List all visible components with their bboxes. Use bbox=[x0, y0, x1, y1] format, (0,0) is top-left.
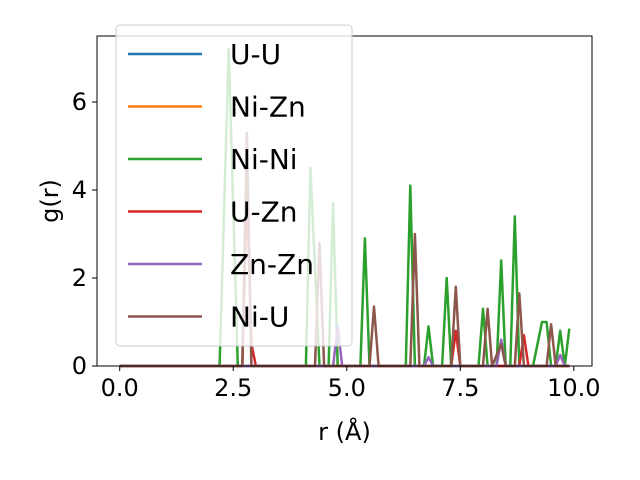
legend-label-zn-zn: Zn-Zn bbox=[230, 248, 314, 281]
y-axis-label: g(r) bbox=[36, 179, 64, 223]
x-tick-label: 5.0 bbox=[328, 374, 366, 402]
y-tick-label: 6 bbox=[72, 88, 87, 116]
x-tick-label: 0.0 bbox=[101, 374, 139, 402]
y-axis: 0 2 4 6 bbox=[72, 88, 97, 380]
legend-label-ni-zn: Ni-Zn bbox=[230, 91, 306, 124]
legend-frame bbox=[115, 24, 353, 347]
y-tick-label: 0 bbox=[72, 352, 87, 380]
legend-label-ni-ni: Ni-Ni bbox=[230, 143, 298, 176]
legend-label-ni-u: Ni-U bbox=[230, 301, 289, 334]
x-tick-label: 7.5 bbox=[441, 374, 479, 402]
legend-label-u-zn: U-Zn bbox=[230, 196, 298, 229]
x-axis: 0.0 2.5 5.0 7.5 10.0 bbox=[101, 366, 601, 402]
legend: U-U Ni-Zn Ni-Ni U-Zn Zn-Zn Ni-U bbox=[115, 24, 353, 347]
x-axis-label: r (Å) bbox=[318, 417, 371, 446]
x-tick-label: 10.0 bbox=[547, 374, 600, 402]
x-tick-label: 2.5 bbox=[214, 374, 252, 402]
y-tick-label: 2 bbox=[72, 264, 87, 292]
y-tick-label: 4 bbox=[72, 176, 87, 204]
legend-label-u-u: U-U bbox=[230, 38, 281, 71]
